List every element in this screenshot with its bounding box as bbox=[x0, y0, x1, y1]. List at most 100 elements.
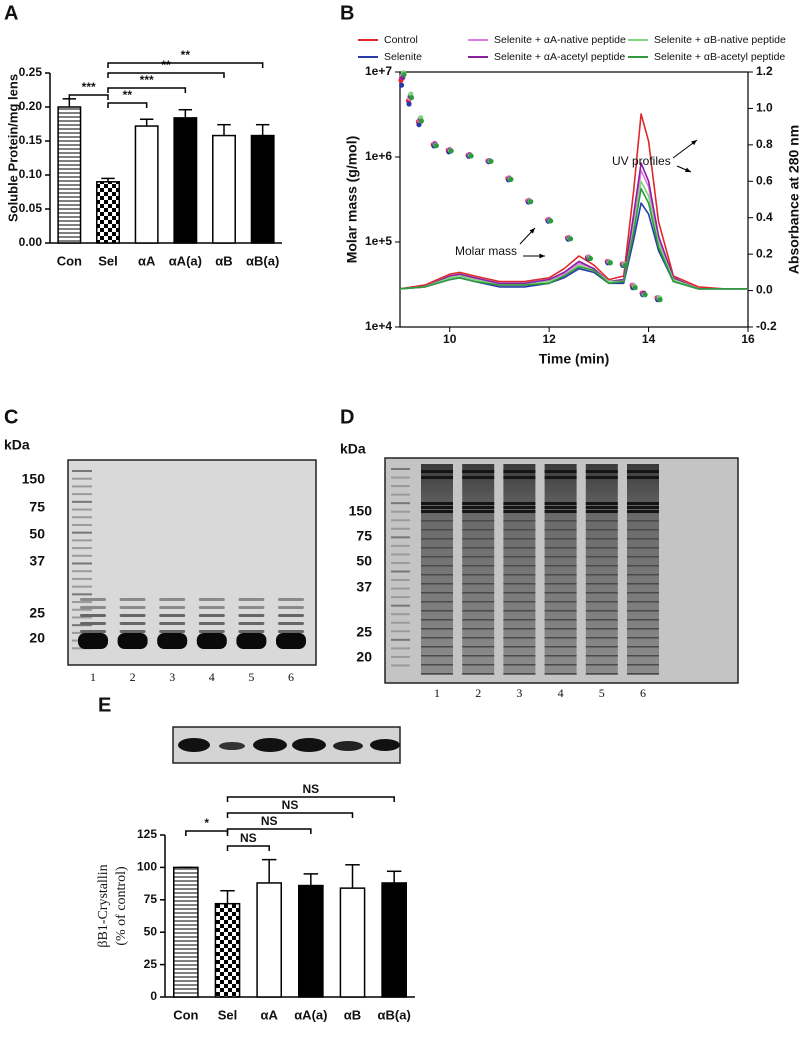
lane-label: 5 bbox=[599, 686, 605, 700]
x-tick-label: Con bbox=[57, 253, 82, 268]
x-tick-label: Sel bbox=[98, 253, 118, 268]
molar-mass-point bbox=[528, 199, 534, 205]
gel-band bbox=[421, 583, 453, 585]
gel-band bbox=[544, 610, 577, 612]
gel-band bbox=[503, 574, 536, 576]
marker-label: 150 bbox=[349, 503, 373, 519]
panel-label: C bbox=[4, 406, 18, 428]
significance-bracket bbox=[226, 812, 354, 818]
bar bbox=[250, 134, 275, 244]
gel-band bbox=[462, 574, 495, 576]
gel-band bbox=[421, 529, 453, 531]
ladder-band bbox=[391, 579, 410, 582]
lane-smear bbox=[503, 464, 536, 675]
marker-label: 25 bbox=[29, 605, 45, 621]
gel-band bbox=[503, 619, 536, 621]
gel-band bbox=[544, 520, 577, 522]
gel-band bbox=[421, 592, 453, 594]
ladder-band bbox=[391, 544, 410, 547]
y-tick-label: 0.00 bbox=[19, 235, 43, 249]
gel-band bbox=[503, 538, 536, 540]
gel-band bbox=[421, 476, 453, 479]
gel-band bbox=[585, 470, 618, 473]
gel-band bbox=[585, 476, 618, 479]
gel-band bbox=[544, 655, 577, 657]
ladder-band bbox=[72, 516, 92, 519]
x-axis-label: Time (min) bbox=[539, 351, 610, 367]
x-tick-label: αB bbox=[215, 253, 232, 268]
gel-band bbox=[627, 628, 659, 630]
gel-band bbox=[503, 637, 536, 639]
molar-mass-point bbox=[468, 153, 474, 159]
molar-mass-point bbox=[642, 292, 648, 298]
gel-band bbox=[503, 628, 536, 630]
significance-bracket bbox=[226, 828, 312, 834]
gel-band bbox=[585, 646, 618, 648]
bar bbox=[256, 882, 283, 998]
y2-tick-label: 0.2 bbox=[756, 246, 773, 260]
gel-band bbox=[421, 646, 453, 648]
x-tick-label: Con bbox=[173, 1007, 198, 1022]
gel-band bbox=[159, 630, 186, 633]
gel-band bbox=[503, 592, 536, 594]
significance-label: *** bbox=[82, 80, 96, 94]
gel-band bbox=[238, 622, 265, 625]
gel-band bbox=[627, 556, 659, 558]
gel-band bbox=[544, 538, 577, 540]
lane-label: 2 bbox=[475, 686, 481, 700]
gel-band bbox=[627, 520, 659, 522]
significance-label: * bbox=[204, 816, 209, 830]
molar-mass-point bbox=[622, 262, 628, 269]
plot-frame bbox=[399, 71, 749, 328]
ladder-band bbox=[391, 630, 410, 633]
significance-bracket bbox=[68, 94, 109, 100]
bar bbox=[173, 117, 198, 244]
gel-band bbox=[503, 470, 536, 473]
x-tick-label: 16 bbox=[741, 332, 755, 346]
gel-band bbox=[585, 610, 618, 612]
annotation: Molar mass bbox=[455, 244, 517, 258]
lane-label: 1 bbox=[90, 670, 96, 684]
gel-band bbox=[585, 655, 618, 657]
gel-band bbox=[462, 655, 495, 657]
ladder-band bbox=[391, 519, 410, 522]
uv-line bbox=[399, 162, 748, 290]
marker-label: 20 bbox=[356, 649, 372, 665]
gel-band bbox=[585, 538, 618, 540]
gel-band bbox=[544, 619, 577, 621]
gel-band bbox=[503, 547, 536, 549]
ladder-band bbox=[72, 493, 92, 496]
ladder-band bbox=[72, 562, 92, 565]
ladder-band bbox=[391, 647, 410, 650]
gel-band bbox=[544, 628, 577, 630]
gel-band bbox=[544, 510, 577, 513]
significance-label: NS bbox=[261, 814, 278, 828]
gel-band bbox=[544, 502, 577, 505]
y-tick-label: 1e+5 bbox=[365, 234, 392, 248]
gel-band bbox=[627, 506, 659, 509]
gel-band bbox=[503, 510, 536, 513]
ladder-band bbox=[391, 613, 410, 616]
x-tick-label: Sel bbox=[218, 1007, 238, 1022]
molar-mass-point bbox=[508, 176, 514, 183]
panel-label: A bbox=[4, 2, 18, 24]
ladder-band bbox=[72, 485, 92, 488]
significance-label: ** bbox=[161, 58, 171, 72]
gel-band-major bbox=[157, 633, 188, 649]
ladder-band bbox=[72, 508, 92, 511]
molar-mass-point bbox=[416, 122, 422, 128]
gel-band bbox=[80, 598, 106, 601]
gel-band bbox=[627, 538, 659, 540]
gel-band bbox=[544, 583, 577, 585]
lane-label: 2 bbox=[130, 670, 136, 684]
ladder-band bbox=[72, 470, 92, 472]
y-tick-label: 75 bbox=[144, 892, 158, 906]
molar-mass-point bbox=[398, 82, 405, 88]
gel-band bbox=[159, 606, 186, 609]
y-tick-label: 1e+6 bbox=[365, 149, 392, 163]
unit-label: kDa bbox=[340, 441, 366, 457]
gel-band bbox=[585, 520, 618, 522]
gel-band bbox=[238, 606, 265, 609]
ladder-band bbox=[72, 593, 92, 596]
molar-mass-point bbox=[607, 260, 613, 266]
